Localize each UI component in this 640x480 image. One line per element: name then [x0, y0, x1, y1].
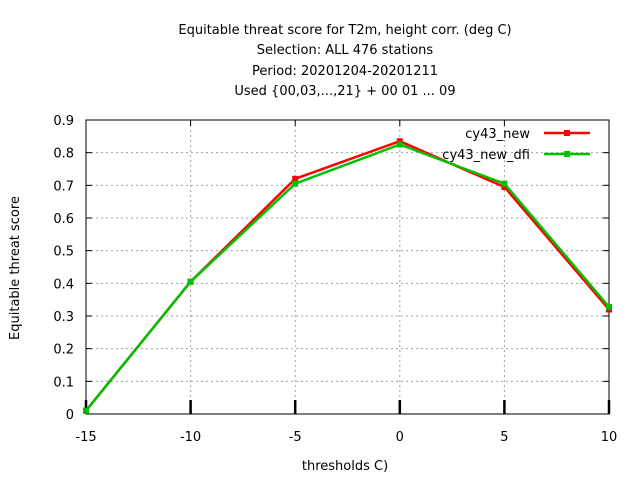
data-point	[292, 180, 299, 187]
x-tick-label: 10	[601, 430, 618, 445]
y-tick-label: 0.9	[53, 114, 74, 129]
legend-item: cy43_new_dfi	[442, 148, 590, 163]
data-point	[396, 138, 403, 145]
y-tick-label: 0.4	[53, 277, 74, 292]
data-point	[501, 183, 508, 190]
title-line-4: Used {00,03,...,21} + 00 01 ... 09	[234, 84, 455, 99]
series-line	[85, 139, 610, 412]
title-line-3: Period: 20201204-20201211	[252, 64, 438, 79]
legend-marker	[564, 151, 570, 157]
plot-frame	[85, 119, 610, 415]
y-tick-label: 0.2	[53, 343, 74, 358]
y-tick-label: 0.1	[53, 375, 74, 390]
data-point	[187, 278, 194, 285]
title-line-1: Equitable threat score for T2m, height c…	[178, 23, 511, 38]
y-tick-label: 0.5	[53, 245, 74, 260]
data-point	[396, 141, 403, 148]
grid-lines	[86, 120, 609, 414]
data-point	[501, 180, 508, 187]
x-tick-label: -10	[180, 430, 201, 445]
legend-item: cy43_new	[465, 127, 590, 142]
legend-label: cy43_new_dfi	[442, 148, 530, 163]
x-tick-label: 0	[396, 430, 404, 445]
chart-title: Equitable threat score for T2m, height c…	[178, 23, 511, 99]
title-line-2: Selection: ALL 476 stations	[257, 43, 434, 58]
x-axis-label: thresholds C)	[302, 459, 388, 474]
data-point	[83, 407, 89, 414]
legend: cy43_new cy43_new_dfi	[442, 127, 590, 163]
x-tick-label: -5	[289, 430, 302, 445]
y-tick-label: 0.8	[53, 147, 74, 162]
y-axis-label: Equitable threat score	[8, 196, 23, 340]
series-layer	[83, 138, 612, 414]
legend-label: cy43_new	[465, 127, 530, 142]
y-tick-labels: 0 0.1 0.2 0.3 0.4 0.5 0.6 0.7 0.8 0.9	[53, 114, 74, 423]
data-point	[606, 303, 612, 310]
x-tick-label: 5	[500, 430, 508, 445]
data-point	[292, 175, 299, 182]
y-tick-label: 0.7	[53, 179, 74, 194]
series-cy43_new	[83, 138, 612, 414]
x-tick-label: -15	[75, 430, 96, 445]
series-line	[85, 143, 610, 412]
y-tick-label: 0.3	[53, 310, 74, 325]
series-cy43_new_dfi	[83, 141, 612, 414]
y-tick-label: 0	[66, 408, 74, 423]
legend-marker	[564, 130, 570, 136]
y-tick-label: 0.6	[53, 212, 74, 227]
x-tick-labels: -15 -10 -5 0 5 10	[75, 430, 617, 445]
